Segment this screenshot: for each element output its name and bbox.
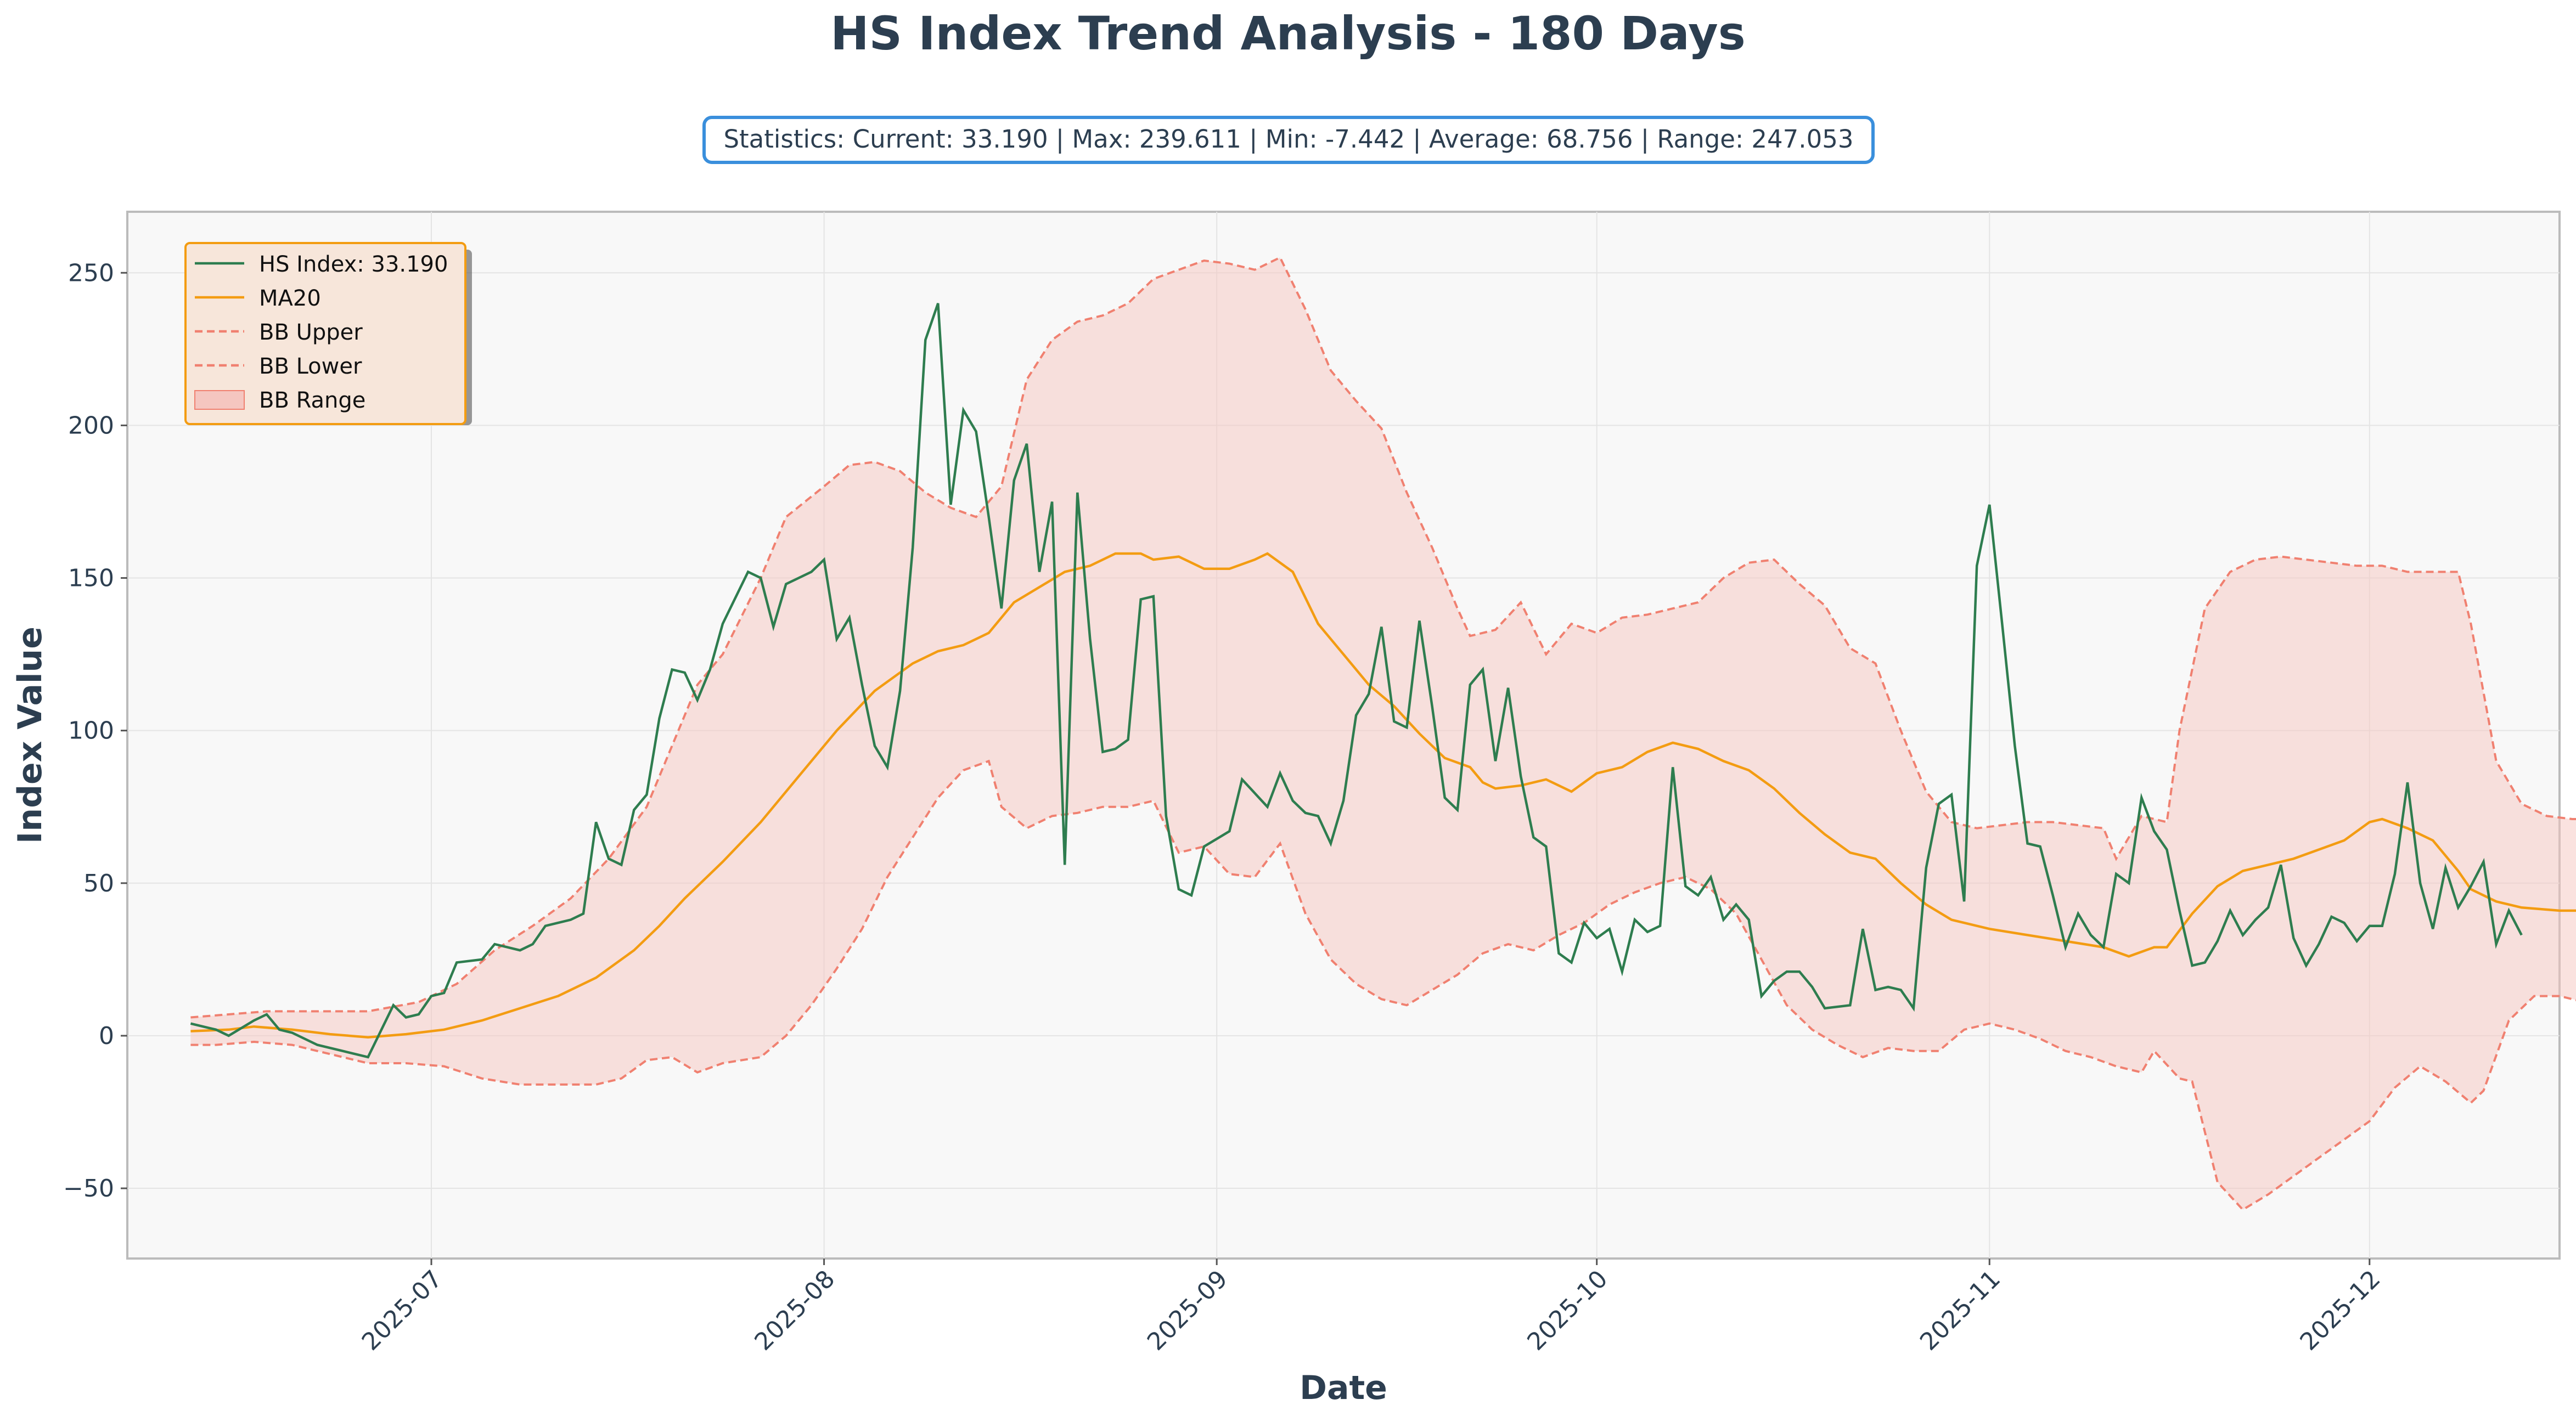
- legend-label: BB Upper: [259, 320, 363, 345]
- y-tick-label: 0: [99, 1022, 114, 1050]
- stats-box: Statistics: Current: 33.190 | Max: 239.6…: [702, 116, 1875, 164]
- legend-label: BB Range: [259, 388, 365, 413]
- legend: HS Index: 33.190 MA20 BB Upper BB Lower BB R…: [184, 242, 472, 425]
- y-tick-label: 50: [83, 870, 114, 898]
- stats-text: Statistics: Current: 33.190 | Max: 239.6…: [723, 125, 1853, 154]
- y-tick-label: 100: [68, 717, 114, 745]
- bb-upper-line: [190, 256, 2576, 1019]
- legend-frame: [184, 242, 466, 425]
- legend-items: HS Index: 33.190 MA20 BB Upper BB Lower BB R…: [194, 252, 448, 413]
- y-tick-label: 250: [68, 259, 114, 287]
- hs-index-line: [190, 303, 2523, 1059]
- chart-title: HS Index Trend Analysis - 180 Days: [830, 7, 1746, 60]
- legend-label: HS Index: 33.190: [259, 252, 448, 277]
- y-axis-label: Index Value: [11, 627, 49, 844]
- legend-label: MA20: [259, 286, 321, 311]
- x-axis-label: Date: [1300, 1369, 1387, 1407]
- ma20-line: [190, 552, 2576, 1039]
- stats-box-frame: [702, 116, 1875, 164]
- y-tick-label: 200: [68, 411, 114, 439]
- legend-swatch: [194, 390, 245, 410]
- y-tick-label: 150: [68, 565, 114, 592]
- y-tick-label: −50: [63, 1175, 114, 1203]
- y-axis-ticks: −50 0 50 100 150 200 250: [63, 259, 127, 1203]
- legend-label: BB Lower: [259, 354, 362, 379]
- bb-range-fill: [190, 257, 2576, 1210]
